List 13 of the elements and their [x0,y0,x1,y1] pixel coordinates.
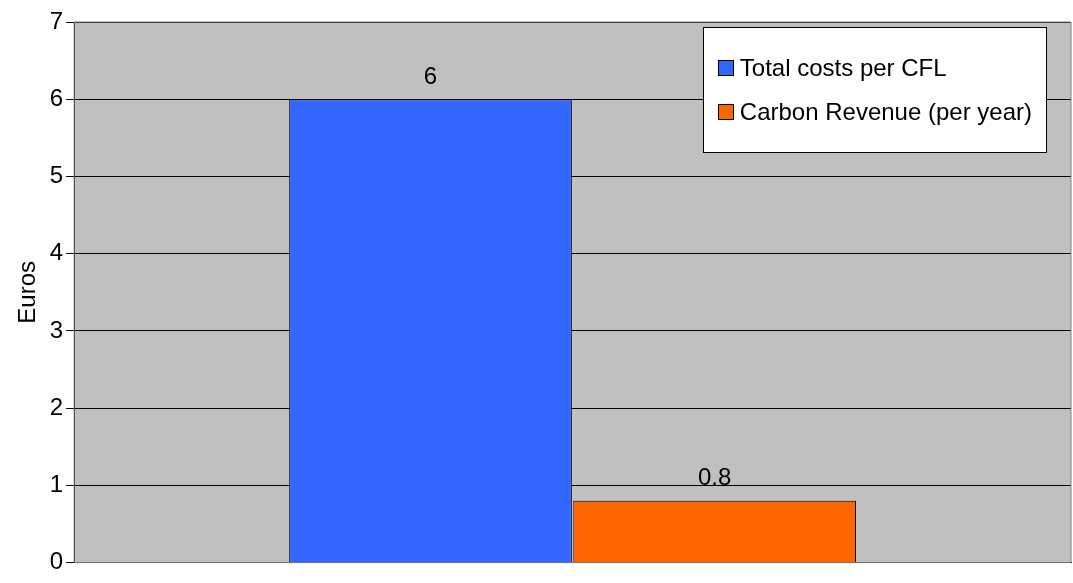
data-label: 6 [423,61,438,89]
data-label: 0.8 [697,463,732,491]
y-tick-label: 6 [49,83,64,111]
y-tick-label: 1 [49,470,64,497]
y-tick-label: 3 [49,315,64,343]
y-tick-label: 0 [49,547,64,575]
y-axis-title: Euros [13,260,41,324]
y-tick-label: 7 [49,6,64,34]
y-tick-label: 2 [49,392,64,420]
legend-label: Total costs per CFL [739,54,947,82]
y-tick-label: 5 [49,161,64,189]
y-tick-label: 4 [49,238,64,266]
legend-label: Carbon Revenue (per year) [739,98,1032,126]
